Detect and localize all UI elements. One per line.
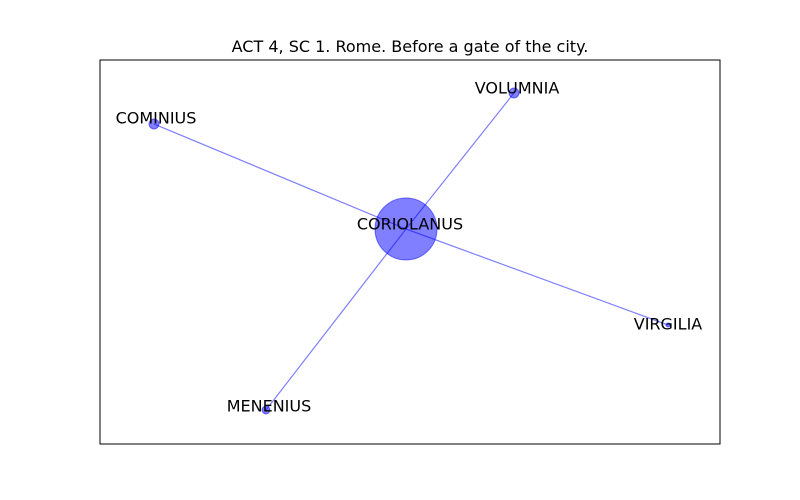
edge-layer: [153, 92, 669, 411]
node-label-virgilia: VIRGILIA: [634, 315, 703, 334]
node-label-cominius: COMINIUS: [116, 109, 197, 128]
edge-coriolanus-menenius: [265, 228, 407, 411]
node-coriolanus: [374, 197, 438, 261]
node-label-coriolanus: CORIOLANUS: [357, 215, 463, 234]
graph-title: ACT 4, SC 1. Rome. Before a gate of the …: [232, 37, 589, 56]
node-label-menenius: MENENIUS: [227, 397, 312, 416]
node-virgilia: [665, 322, 671, 328]
label-layer: CORIOLANUS VOLUMNIA COMINIUS VIRGILIA MENENI…: [116, 79, 703, 416]
node-label-volumnia: VOLUMNIA: [475, 79, 560, 98]
node-menenius: [261, 405, 271, 415]
plot-frame: [99, 59, 721, 445]
edge-coriolanus-cominius: [153, 123, 407, 230]
node-layer: [148, 87, 671, 415]
node-volumnia: [508, 87, 520, 99]
node-cominius: [148, 118, 160, 130]
edge-coriolanus-virgilia: [405, 228, 669, 326]
